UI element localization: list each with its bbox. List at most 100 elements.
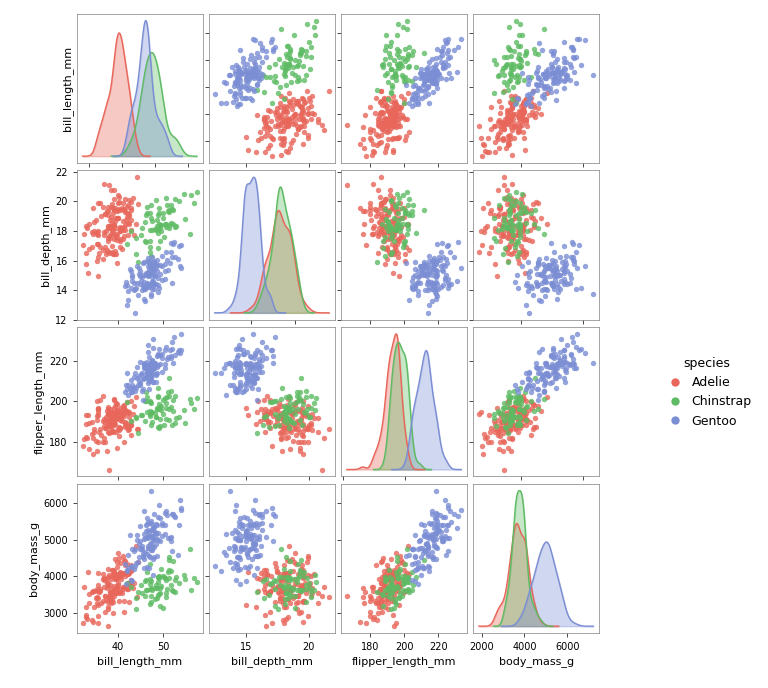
Point — [398, 239, 410, 250]
Point — [503, 241, 515, 252]
Point — [94, 241, 106, 252]
Point — [495, 230, 507, 241]
Point — [130, 557, 142, 568]
Point — [128, 277, 141, 288]
Point — [282, 404, 294, 415]
Point — [397, 22, 409, 33]
Point — [501, 413, 513, 424]
Point — [508, 98, 521, 109]
Point — [97, 569, 109, 580]
Point — [502, 248, 515, 259]
Point — [521, 277, 534, 288]
Point — [283, 567, 296, 578]
Point — [112, 424, 124, 436]
Point — [427, 277, 439, 288]
Point — [546, 255, 558, 266]
Point — [173, 196, 185, 207]
Point — [519, 300, 531, 311]
Point — [110, 222, 122, 233]
Point — [293, 60, 305, 71]
Point — [300, 46, 312, 57]
Point — [275, 23, 287, 34]
Point — [381, 116, 393, 127]
Point — [294, 387, 306, 398]
Point — [482, 409, 495, 420]
Point — [153, 344, 165, 355]
Point — [372, 208, 384, 219]
Point — [538, 385, 550, 396]
Point — [273, 120, 286, 131]
Point — [303, 421, 315, 432]
Point — [382, 223, 395, 234]
Point — [115, 568, 127, 579]
Point — [516, 420, 528, 431]
Point — [511, 69, 523, 80]
Point — [353, 616, 366, 627]
Point — [502, 118, 514, 129]
Point — [277, 581, 290, 592]
Legend: Adelie, Chinstrap, Gentoo: Adelie, Chinstrap, Gentoo — [657, 350, 758, 434]
Point — [384, 109, 396, 120]
Point — [551, 294, 563, 305]
Point — [422, 276, 434, 287]
Point — [501, 116, 513, 127]
Point — [518, 106, 531, 117]
Point — [429, 77, 442, 88]
Point — [266, 617, 278, 628]
Point — [383, 111, 396, 122]
Point — [312, 413, 324, 424]
Point — [532, 257, 545, 268]
Point — [279, 574, 291, 585]
Point — [372, 601, 385, 612]
Point — [119, 280, 131, 291]
Point — [503, 74, 515, 85]
Point — [529, 111, 541, 122]
Point — [536, 344, 548, 355]
Point — [238, 512, 250, 523]
Point — [154, 219, 167, 230]
Point — [372, 111, 385, 122]
Point — [386, 102, 398, 113]
Point — [146, 358, 158, 369]
Point — [386, 595, 398, 606]
Point — [274, 413, 286, 424]
Point — [173, 577, 185, 588]
Point — [259, 580, 271, 591]
Point — [481, 220, 493, 231]
Point — [396, 557, 408, 568]
Point — [267, 357, 280, 368]
Point — [375, 596, 387, 608]
Point — [384, 588, 396, 599]
Point — [264, 416, 276, 427]
Point — [301, 19, 313, 30]
Point — [555, 67, 568, 78]
Point — [402, 224, 414, 235]
Point — [250, 358, 262, 369]
Point — [545, 62, 558, 73]
Point — [390, 548, 402, 559]
Point — [493, 407, 505, 418]
Point — [145, 544, 157, 555]
Point — [379, 570, 391, 581]
Point — [151, 260, 164, 271]
Point — [547, 343, 559, 354]
Point — [534, 367, 546, 378]
Point — [393, 45, 406, 56]
Point — [266, 502, 278, 513]
Point — [390, 555, 402, 566]
Point — [258, 569, 270, 580]
Point — [154, 588, 167, 599]
Point — [498, 123, 511, 134]
Point — [107, 585, 119, 596]
Point — [399, 248, 411, 259]
Point — [502, 411, 514, 422]
Point — [363, 123, 376, 134]
Point — [379, 193, 391, 204]
Point — [288, 406, 300, 417]
Point — [518, 409, 531, 420]
Point — [128, 563, 141, 574]
Point — [173, 241, 185, 252]
Point — [122, 424, 134, 436]
Point — [514, 409, 526, 420]
Point — [547, 47, 559, 58]
